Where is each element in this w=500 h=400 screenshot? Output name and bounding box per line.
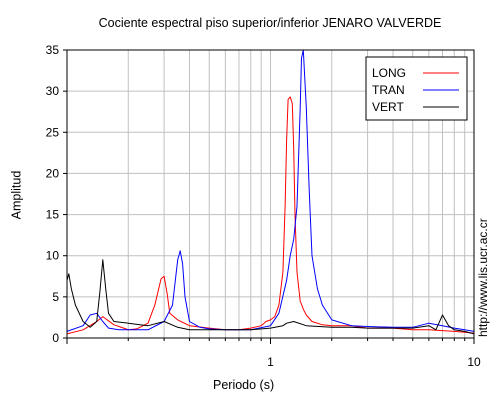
- y-tick-label: 5: [52, 290, 59, 304]
- y-tick-label: 20: [46, 166, 60, 180]
- x-tick-label: 10: [467, 355, 481, 369]
- legend: LONG TRAN VERT: [365, 56, 468, 121]
- y-tick-label: 10: [46, 249, 60, 263]
- legend-label-tran: TRAN: [372, 83, 405, 97]
- series-line-vert: [66, 259, 475, 335]
- legend-box: [365, 56, 468, 121]
- y-tick-label: 25: [46, 125, 60, 139]
- y-axis-label: Amplitud: [9, 170, 24, 220]
- y-tick-label: 0: [52, 331, 59, 345]
- x-axis-label: Periodo (s): [213, 378, 275, 392]
- legend-label-long: LONG: [372, 66, 406, 80]
- plot-lines: [66, 49, 475, 335]
- x-axis-ticks: 1 10: [66, 338, 481, 369]
- watermark-url: http://www.lis.ucr.ac.cr: [476, 218, 490, 337]
- y-tick-label: 30: [46, 84, 60, 98]
- y-tick-label: 15: [46, 208, 60, 222]
- legend-label-vert: VERT: [372, 100, 404, 114]
- y-axis-ticks: 0 5 10 15 20 25 30 35: [46, 43, 67, 345]
- y-tick-label: 35: [46, 43, 60, 57]
- chart-title: Cociente espectral piso superior/inferio…: [98, 16, 442, 30]
- x-tick-label: 1: [267, 355, 274, 369]
- series-line-tran: [66, 49, 475, 332]
